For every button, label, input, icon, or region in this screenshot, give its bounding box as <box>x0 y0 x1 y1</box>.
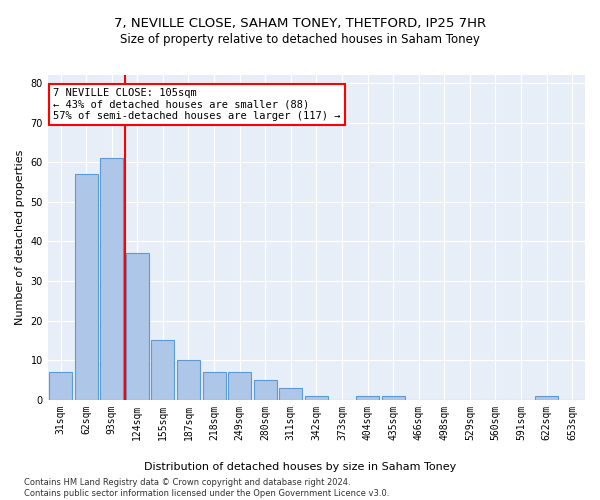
Bar <box>356 396 379 400</box>
Bar <box>305 396 328 400</box>
Text: Contains HM Land Registry data © Crown copyright and database right 2024.
Contai: Contains HM Land Registry data © Crown c… <box>24 478 389 498</box>
Y-axis label: Number of detached properties: Number of detached properties <box>15 150 25 325</box>
Bar <box>203 372 226 400</box>
Bar <box>74 174 98 400</box>
Bar <box>280 388 302 400</box>
Bar <box>49 372 72 400</box>
Bar <box>126 254 149 400</box>
Text: 7 NEVILLE CLOSE: 105sqm
← 43% of detached houses are smaller (88)
57% of semi-de: 7 NEVILLE CLOSE: 105sqm ← 43% of detache… <box>53 88 341 121</box>
Bar <box>151 340 175 400</box>
Bar <box>177 360 200 400</box>
Bar <box>382 396 404 400</box>
Bar <box>535 396 558 400</box>
Bar <box>100 158 123 400</box>
Bar <box>228 372 251 400</box>
Text: Size of property relative to detached houses in Saham Toney: Size of property relative to detached ho… <box>120 32 480 46</box>
Bar <box>254 380 277 400</box>
Text: 7, NEVILLE CLOSE, SAHAM TONEY, THETFORD, IP25 7HR: 7, NEVILLE CLOSE, SAHAM TONEY, THETFORD,… <box>114 18 486 30</box>
Text: Distribution of detached houses by size in Saham Toney: Distribution of detached houses by size … <box>144 462 456 472</box>
